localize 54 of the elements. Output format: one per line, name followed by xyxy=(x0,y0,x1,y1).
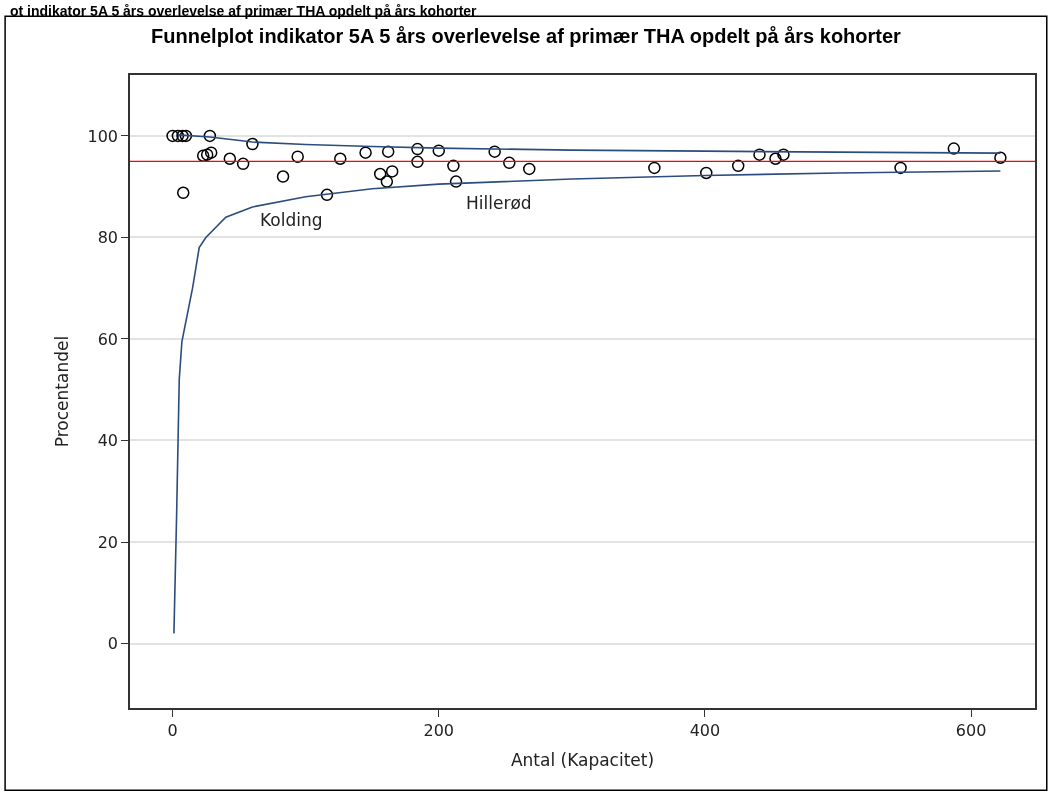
x-axis-title: Antal (Kapacitet) xyxy=(510,749,655,770)
point xyxy=(166,129,179,143)
y-tick-label: 80 xyxy=(97,228,119,248)
text: ot indikator 5A 5 års overlevelse af primær THA opdelt på års kohorter xyxy=(10,3,478,19)
point xyxy=(488,145,501,158)
point xyxy=(411,155,424,169)
y-tick-label: 100 xyxy=(87,126,119,146)
point xyxy=(236,157,250,171)
point xyxy=(385,165,399,178)
y-tick-label: 0 xyxy=(107,634,119,654)
point xyxy=(176,186,190,200)
point xyxy=(276,170,290,183)
point xyxy=(523,162,536,176)
chart-title: Funnelplot indikator 5A 5 års overlevelse af primær THA opdelt på års kohorter xyxy=(151,24,902,47)
point xyxy=(359,146,372,159)
point xyxy=(769,152,782,166)
point xyxy=(291,150,304,163)
y-tick-label: 20 xyxy=(97,532,119,552)
y-tick-label: 40 xyxy=(97,431,119,451)
y-tick-label: 60 xyxy=(97,329,119,349)
point xyxy=(994,151,1007,164)
point xyxy=(380,175,394,188)
point xyxy=(753,148,766,161)
point xyxy=(246,137,259,151)
point xyxy=(179,129,193,143)
point xyxy=(503,156,516,170)
x-tick-label: 400 xyxy=(689,720,721,740)
point xyxy=(320,188,334,202)
point xyxy=(204,146,218,159)
point xyxy=(432,144,446,157)
point xyxy=(176,129,189,143)
x-tick-label: 200 xyxy=(423,720,455,740)
point xyxy=(196,149,210,162)
point xyxy=(447,159,460,173)
point xyxy=(947,142,961,155)
point xyxy=(223,152,237,166)
point xyxy=(203,129,217,143)
point xyxy=(731,159,745,173)
point xyxy=(777,148,790,161)
point xyxy=(894,161,907,175)
x-tick-label: 600 xyxy=(955,720,987,740)
y-axis-title: Procentandel xyxy=(51,335,72,448)
point xyxy=(200,148,214,161)
annotation: Kolding xyxy=(260,210,323,230)
point xyxy=(411,142,424,156)
point xyxy=(449,175,463,188)
point xyxy=(381,145,395,158)
point xyxy=(334,152,347,166)
point xyxy=(700,166,713,180)
annotation: Hillerød xyxy=(466,193,532,213)
x-tick-label: 0 xyxy=(167,720,178,740)
point xyxy=(171,129,185,143)
point xyxy=(648,161,661,175)
point xyxy=(373,167,387,181)
